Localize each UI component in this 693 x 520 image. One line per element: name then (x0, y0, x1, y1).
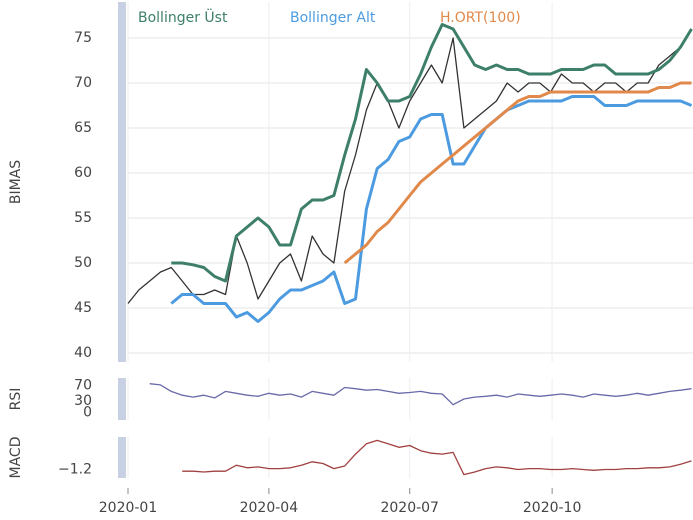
y-tick-label: 55 (74, 210, 92, 226)
axis-band (118, 437, 126, 478)
y-tick-label: 65 (74, 120, 92, 136)
series-line (170, 95, 693, 323)
x-tick-label: 2020-04 (240, 500, 299, 516)
series-line (171, 23, 693, 283)
legend-entry: H.ORT(100) (440, 10, 521, 26)
legend-entry: Bollinger Alt (290, 10, 376, 26)
y-tick-label: 40 (74, 345, 92, 361)
series-line (343, 81, 692, 265)
y-tick-label: 0 (83, 404, 92, 420)
y-tick-label: 75 (74, 30, 92, 46)
y-tick-label: −1.2 (58, 461, 92, 477)
y-tick-label: 70 (74, 75, 92, 91)
axis-band (118, 2, 126, 362)
y-tick-label: 45 (74, 300, 92, 316)
y-tick-label: 30 (74, 393, 92, 409)
y-tick-label: 70 (74, 378, 92, 394)
series-line (149, 383, 692, 406)
series-line (182, 439, 692, 476)
y-tick-label: 50 (74, 255, 92, 271)
x-tick-label: 2020-01 (99, 500, 158, 516)
legend-entry: Bollinger Üst (138, 8, 228, 26)
x-tick-label: 2020-10 (523, 500, 582, 516)
y-tick-label: 60 (74, 165, 92, 181)
y-axis-label: MACD (8, 437, 24, 479)
y-axis-label: BIMAS (8, 160, 24, 204)
axis-band (118, 378, 126, 420)
x-tick-label: 2020-07 (380, 500, 439, 516)
y-axis-label: RSI (8, 388, 24, 411)
series-line (127, 28, 693, 304)
